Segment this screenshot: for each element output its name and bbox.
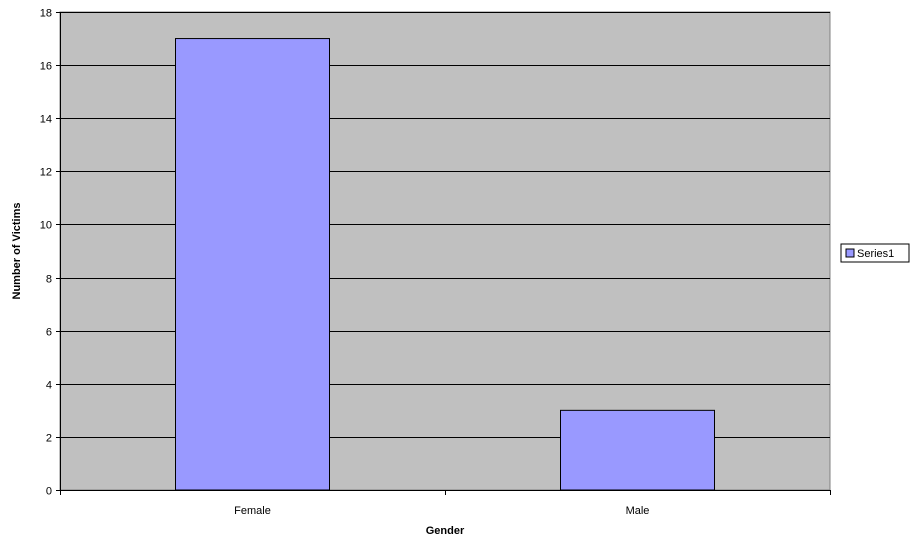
legend-box [840, 243, 910, 263]
legend: Series1 [840, 243, 910, 263]
y-tick-label: 12 [40, 167, 52, 179]
y-tick-label: 2 [46, 433, 52, 445]
y-tick-label: 6 [46, 327, 52, 339]
y-tick-label: 18 [40, 8, 52, 20]
x-tick-label: Male [626, 505, 650, 517]
x-axis-title: Gender [426, 525, 465, 537]
y-axis-title: Number of Victims [11, 203, 23, 300]
y-tick-label: 14 [40, 114, 52, 126]
bar-male [560, 409, 715, 491]
legend-label: Series1 [857, 248, 894, 260]
legend-swatch [845, 248, 855, 258]
y-tick-label: 16 [40, 61, 52, 73]
y-tick-label: 0 [46, 486, 52, 498]
axes [56, 12, 831, 495]
x-tick-label: Female [234, 505, 271, 517]
y-tick-label: 4 [46, 380, 52, 392]
bars [175, 38, 715, 491]
bar-female [175, 38, 330, 491]
x-tick-labels: Female Male [234, 505, 649, 517]
y-tick-labels: 0 2 4 6 8 10 12 14 16 18 [40, 8, 52, 498]
y-tick-label: 10 [40, 220, 52, 232]
y-tick-label: 8 [46, 274, 52, 286]
